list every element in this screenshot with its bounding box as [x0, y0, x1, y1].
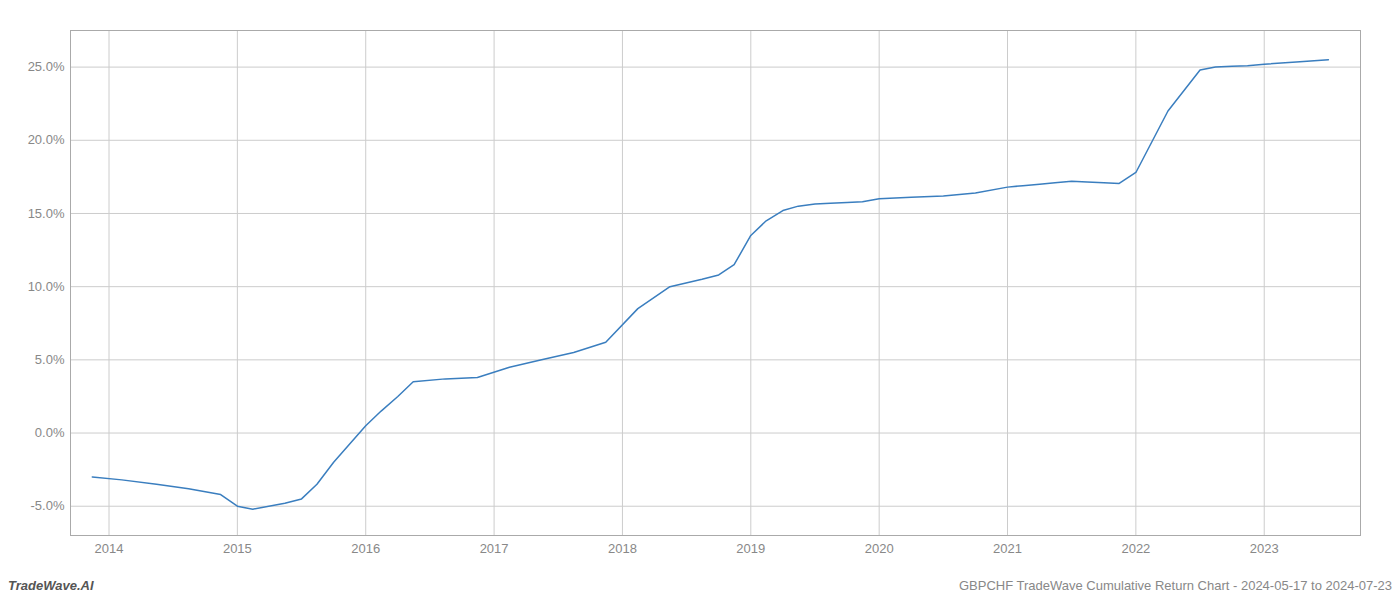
svg-text:-5.0%: -5.0%: [31, 498, 65, 513]
html-text:TradeWave.AI: TradeWave.AI: [8, 578, 94, 593]
svg-text:20.0%: 20.0%: [28, 132, 65, 147]
html-text:GBPCHF TradeWave Cumulative Re: GBPCHF TradeWave Cumulative Return Chart…: [958, 578, 1392, 593]
svg-text:2016: 2016: [351, 541, 380, 556]
svg-text:2017: 2017: [480, 541, 509, 556]
svg-text:10.0%: 10.0%: [28, 279, 65, 294]
svg-text:2021: 2021: [993, 541, 1022, 556]
svg-text:2020: 2020: [865, 541, 894, 556]
svg-text:2015: 2015: [223, 541, 252, 556]
svg-text:0.0%: 0.0%: [35, 425, 65, 440]
svg-text:2014: 2014: [95, 541, 124, 556]
svg-text:2022: 2022: [1121, 541, 1150, 556]
svg-text:5.0%: 5.0%: [35, 352, 65, 367]
svg-text:2019: 2019: [736, 541, 765, 556]
svg-text:15.0%: 15.0%: [28, 206, 65, 221]
svg-text:25.0%: 25.0%: [28, 59, 65, 74]
svg-text:2018: 2018: [608, 541, 637, 556]
svg-text:2023: 2023: [1250, 541, 1279, 556]
